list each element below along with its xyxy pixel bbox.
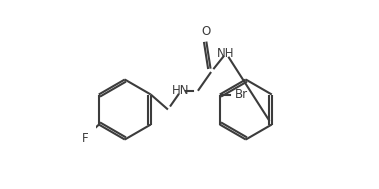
Text: O: O bbox=[201, 25, 210, 38]
Text: F: F bbox=[81, 132, 88, 145]
Text: NH: NH bbox=[217, 47, 235, 60]
Text: Br: Br bbox=[235, 88, 248, 101]
Text: HN: HN bbox=[172, 84, 190, 97]
